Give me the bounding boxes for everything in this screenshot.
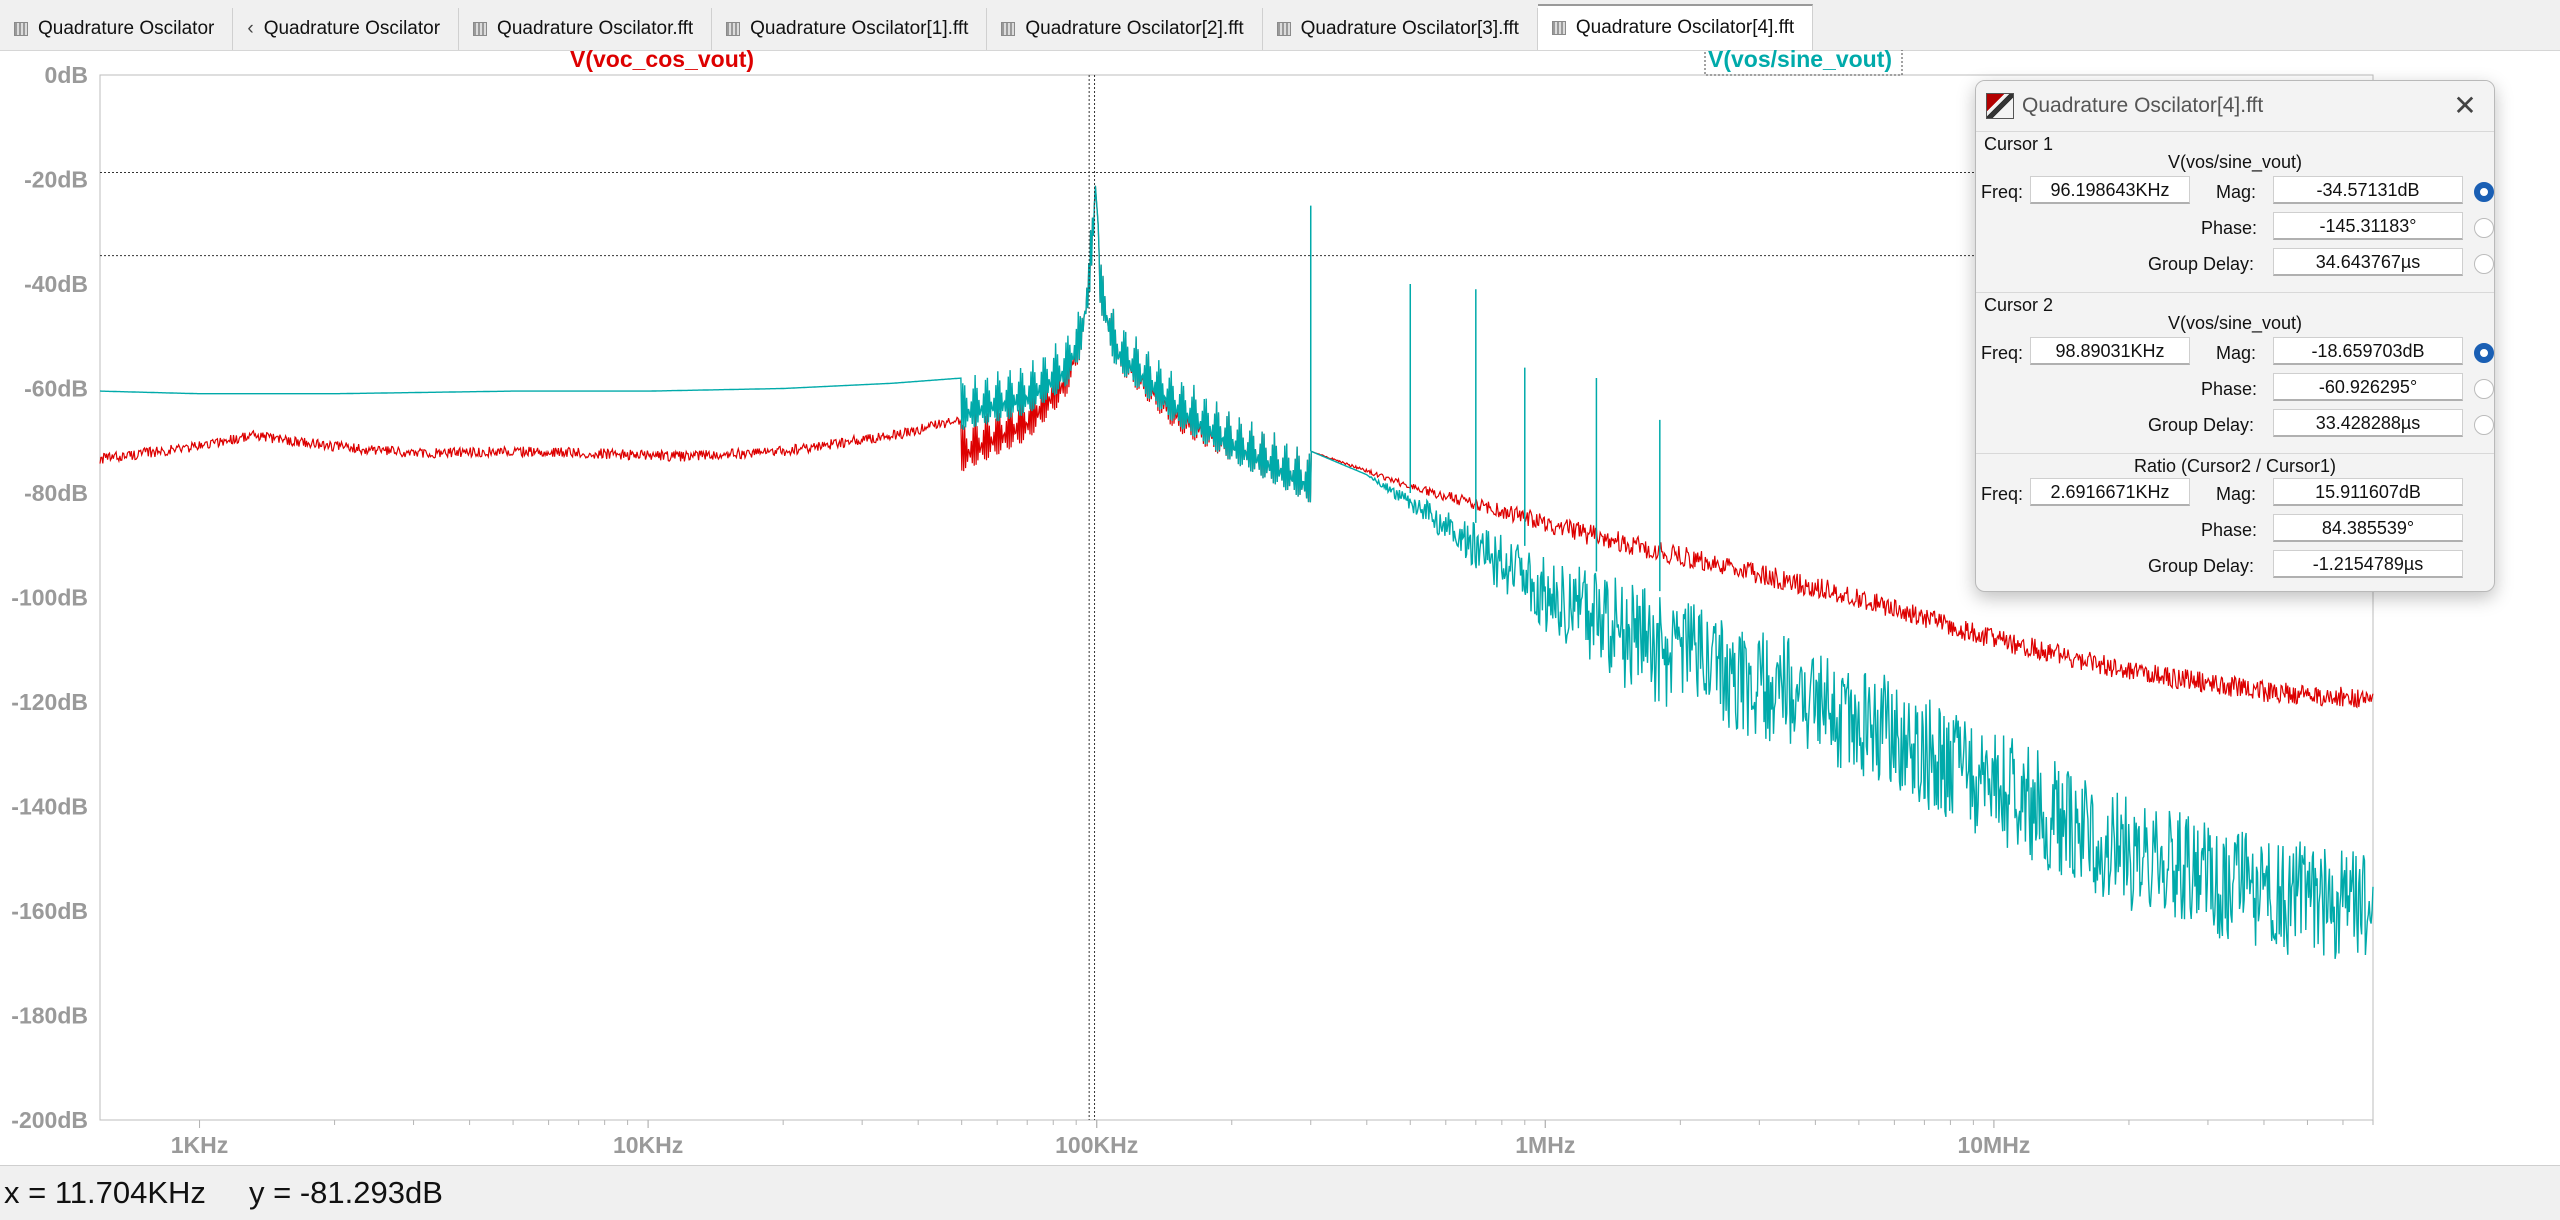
tab-label: Quadrature Oscilator [263,18,441,39]
status-bar: x = 11.704KHz y = -81.293dB [0,1165,2560,1220]
x-tick-label: 10KHz [613,1132,683,1158]
ltspice-logo-icon [1986,93,2014,119]
tab-label: Quadrature Oscilator.fft [497,18,694,39]
tab-fft-2[interactable]: Quadrature Oscilator[2].fft [987,8,1263,50]
ratio-freq-label: Freq: [1981,484,2024,504]
schematic-tab-icon: ‹ [247,18,254,39]
cursor1-heading: Cursor 1 [1984,134,2054,154]
status-gap [206,1175,249,1211]
cursor2-trace: V(vos/sine_vout) [2167,313,2303,333]
y-tick-label: -160dB [11,898,88,924]
tab-label: Quadrature Oscilator [38,18,215,39]
cursor2-mag-label: Mag: [2216,343,2257,363]
cursor2-freq-field[interactable]: 98.89031KHz [2030,337,2190,365]
plot-frame [99,74,2374,1121]
y-tick-label: -60dB [24,376,88,402]
trace-label-vos-sine-vout-group[interactable]: V(vos/sine_vout) [1704,50,1903,76]
selected-trace-box [1704,50,1903,76]
fft-waveform-plot[interactable]: 0dB -20dB -40dB -60dB -80dB -100dB -120dB -140d… [0,50,2560,1165]
trace-label-vos-sine-vout[interactable]: V(vos/sine_vout) [1708,50,1892,72]
ratio-gd-label: Group Delay: [2148,556,2255,576]
tab-quadrature-oscilator-waveform[interactable]: Quadrature Oscilator [0,8,234,50]
plot-traces [99,185,2374,959]
cursor1-phase-label: Phase: [2201,218,2258,238]
trace-line-vos-sine-vout [100,185,2374,959]
y-tick-label: -20dB [24,167,88,193]
ratio-freq-field[interactable]: 2.6916671KHz [2030,478,2190,506]
x-tick-label: 1MHz [1515,1132,1575,1158]
trace-label-voc-cos-vout[interactable]: V(voc_cos_vout) [570,50,754,72]
ratio-mag-label: Mag: [2216,484,2257,504]
x-tick-label: 1KHz [171,1132,229,1158]
cursor2-mag-radio[interactable] [2474,343,2494,363]
tab-label: Quadrature Oscilator[1].fft [750,18,969,39]
cursor1-freq-field[interactable]: 96.198643KHz [2030,176,2190,204]
cursor1-gd-label: Group Delay: [2148,254,2255,274]
tab-label: Quadrature Oscilator[4].fft [1575,17,1795,38]
cursor1-gd-field[interactable]: 34.643767µs [2273,248,2463,276]
ratio-heading: Ratio (Cursor2 / Cursor1) [2133,456,2337,476]
cursor2-gd-label: Group Delay: [2148,415,2255,435]
y-tick-label: -80dB [24,480,88,506]
cursor2-phase-radio[interactable] [2474,379,2494,399]
waveform-tab-icon [1276,22,1291,36]
waveform-tab-icon [473,22,488,36]
waveform-tab-icon [1001,22,1016,36]
y-tick-label: -100dB [11,585,88,611]
tab-label: Quadrature Oscilator[2].fft [1025,18,1244,39]
plot-axis-labels: 0dB -20dB -40dB -60dB -80dB -100dB -120dB -140d… [11,62,2030,1158]
document-tab-bar: Quadrature Oscilator ‹ Quadrature Oscila… [0,0,2560,51]
waveform-tab-icon [1551,21,1566,35]
cursor1-mag-field[interactable]: -34.57131dB [2273,176,2463,204]
y-tick-label: -40dB [24,271,88,297]
ratio-gd-field[interactable]: -1.2154789µs [2273,550,2463,578]
y-tick-label: -140dB [11,794,88,820]
dialog-titlebar[interactable]: Quadrature Oscilator[4].fft ✕ [1976,81,2494,131]
waveform-tab-icon [726,22,741,36]
close-icon[interactable]: ✕ [2453,90,2477,121]
y-tick-label: -120dB [11,689,88,715]
ratio-phase-field[interactable]: 84.385539° [2273,514,2463,542]
cursor2-phase-field[interactable]: -60.926295° [2273,373,2463,401]
y-tick-label: -180dB [11,1003,88,1029]
cursor1-gd-radio[interactable] [2474,254,2494,274]
y-tick-label: -200dB [11,1107,88,1133]
waveform-tab-icon [14,22,28,36]
cursor1-section: Cursor 1 V(vos/sine_vout) Freq: 96.19864… [1976,131,2494,292]
status-y-readout: y = -81.293dB [249,1175,443,1210]
plot-grid [99,74,2374,1128]
tab-label: Quadrature Oscilator[3].fft [1300,18,1519,39]
cursor2-heading: Cursor 2 [1984,295,2054,315]
cursor2-mag-field[interactable]: -18.659703dB [2273,337,2463,365]
cursor1-mag-radio[interactable] [2474,182,2494,202]
tab-quadrature-oscilator-schematic[interactable]: ‹ Quadrature Oscilator [233,8,460,50]
dialog-title: Quadrature Oscilator[4].fft [2022,94,2264,117]
ratio-section: Ratio (Cursor2 / Cursor1) Freq: 2.691667… [1976,453,2494,591]
cursor2-gd-radio[interactable] [2474,415,2494,435]
cursor1-trace: V(vos/sine_vout) [2167,152,2303,172]
x-tick-label: 100KHz [1055,1132,1138,1158]
cursor2-phase-label: Phase: [2201,379,2258,399]
ratio-phase-label: Phase: [2201,520,2258,540]
y-tick-label: 0dB [45,62,88,88]
status-x-readout: x = 11.704KHz [4,1175,206,1210]
cursor-readout-dialog[interactable]: Quadrature Oscilator[4].fft ✕ Cursor 1 V… [1975,80,2495,592]
cursor2-freq-label: Freq: [1981,343,2024,363]
plot-cursors[interactable] [100,75,2373,1120]
cursor2-gd-field[interactable]: 33.428288µs [2273,409,2463,437]
tab-fft-1[interactable]: Quadrature Oscilator[1].fft [712,8,988,50]
cursor1-phase-radio[interactable] [2474,218,2494,238]
ratio-mag-field[interactable]: 15.911607dB [2273,478,2463,506]
cursor1-mag-label: Mag: [2216,182,2257,202]
x-tick-label: 10MHz [1957,1132,2030,1158]
cursor1-phase-field[interactable]: -145.31183° [2273,212,2463,240]
cursor2-section: Cursor 2 V(vos/sine_vout) Freq: 98.89031… [1976,292,2494,453]
cursor1-freq-label: Freq: [1981,182,2024,202]
tab-fft-4-active[interactable]: Quadrature Oscilator[4].fft [1537,4,1814,50]
tab-fft[interactable]: Quadrature Oscilator.fft [459,8,713,50]
tab-fft-3[interactable]: Quadrature Oscilator[3].fft [1263,8,1538,50]
